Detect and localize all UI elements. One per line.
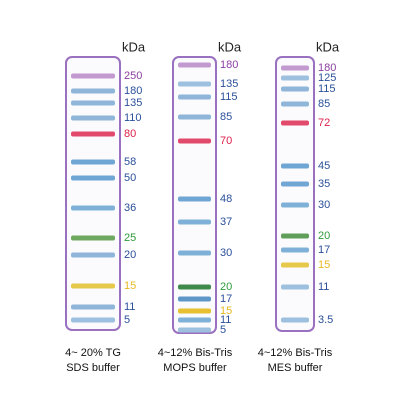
band-label: 85	[318, 98, 330, 110]
band	[281, 284, 309, 290]
band	[178, 138, 211, 144]
band	[71, 283, 115, 289]
band	[281, 101, 309, 107]
unit-label: kDa	[218, 39, 242, 54]
band	[71, 131, 115, 137]
band	[281, 75, 309, 81]
band	[71, 159, 115, 165]
band	[178, 94, 211, 100]
band-label: 35	[318, 178, 330, 190]
band-label: 20	[220, 281, 232, 293]
band	[178, 308, 211, 314]
unit-label: kDa	[316, 39, 340, 54]
band	[281, 317, 309, 323]
band-label: 20	[318, 230, 330, 242]
band-label: 125	[318, 72, 336, 84]
band-label: 180	[220, 59, 238, 71]
band	[281, 120, 309, 126]
band-label: 25	[124, 232, 136, 244]
band-label: 58	[124, 156, 136, 168]
band-label: 36	[124, 202, 136, 214]
band	[281, 65, 309, 71]
band-label: 45	[318, 160, 330, 172]
band-label: 5	[124, 314, 130, 326]
band-label: 250	[124, 70, 142, 82]
band	[71, 100, 115, 106]
band-label: 135	[124, 97, 142, 109]
band-label: 5	[220, 324, 226, 336]
caption: MES buffer	[268, 362, 323, 374]
band	[281, 233, 309, 239]
band	[71, 235, 115, 241]
lane-box	[275, 56, 315, 332]
band	[71, 175, 115, 181]
band-label: 180	[318, 62, 336, 74]
band	[178, 81, 211, 87]
band	[71, 205, 115, 211]
band	[178, 317, 211, 323]
caption: 4~12% Bis-Tris	[258, 347, 333, 359]
band	[178, 219, 211, 225]
band	[178, 250, 211, 256]
band	[281, 163, 309, 169]
band	[178, 296, 211, 302]
lane-box	[65, 56, 121, 331]
band-label: 115	[318, 83, 336, 95]
band-label: 3.5	[318, 314, 333, 326]
band-label: 11	[220, 314, 231, 326]
band	[281, 247, 309, 253]
band-label: 180	[124, 85, 142, 97]
band-label: 15	[318, 259, 330, 271]
band-label: 11	[318, 281, 329, 293]
band-label: 72	[318, 117, 330, 129]
band	[71, 304, 115, 310]
band-label: 50	[124, 172, 136, 184]
lane-box	[172, 56, 217, 334]
caption: MOPS buffer	[163, 362, 227, 374]
band	[281, 86, 309, 92]
band	[281, 181, 309, 187]
band-label: 30	[318, 199, 330, 211]
band-label: 48	[220, 193, 232, 205]
band-label: 80	[124, 128, 136, 140]
band-label: 11	[124, 301, 135, 313]
band	[178, 327, 211, 333]
band-label: 70	[220, 135, 232, 147]
band-label: 110	[124, 112, 142, 124]
caption: 4~ 20% TG	[65, 347, 121, 359]
band	[178, 284, 211, 290]
band	[281, 202, 309, 208]
band-label: 37	[220, 216, 232, 228]
band-label: 15	[220, 305, 232, 317]
band	[71, 252, 115, 258]
band	[71, 317, 115, 323]
band-label: 135	[220, 78, 238, 90]
band	[178, 196, 211, 202]
band-label: 85	[220, 111, 232, 123]
band-label: 30	[220, 247, 232, 259]
band	[71, 115, 115, 121]
band	[178, 114, 211, 120]
band	[281, 262, 309, 268]
band	[178, 62, 211, 68]
band-label: 17	[318, 244, 330, 256]
unit-label: kDa	[122, 39, 146, 54]
band-label: 17	[220, 293, 232, 305]
caption: SDS buffer	[66, 362, 120, 374]
band	[71, 73, 115, 79]
band-label: 115	[220, 91, 238, 103]
band	[71, 88, 115, 94]
band-label: 15	[124, 280, 136, 292]
band-label: 20	[124, 249, 136, 261]
caption: 4~12% Bis-Tris	[158, 347, 233, 359]
